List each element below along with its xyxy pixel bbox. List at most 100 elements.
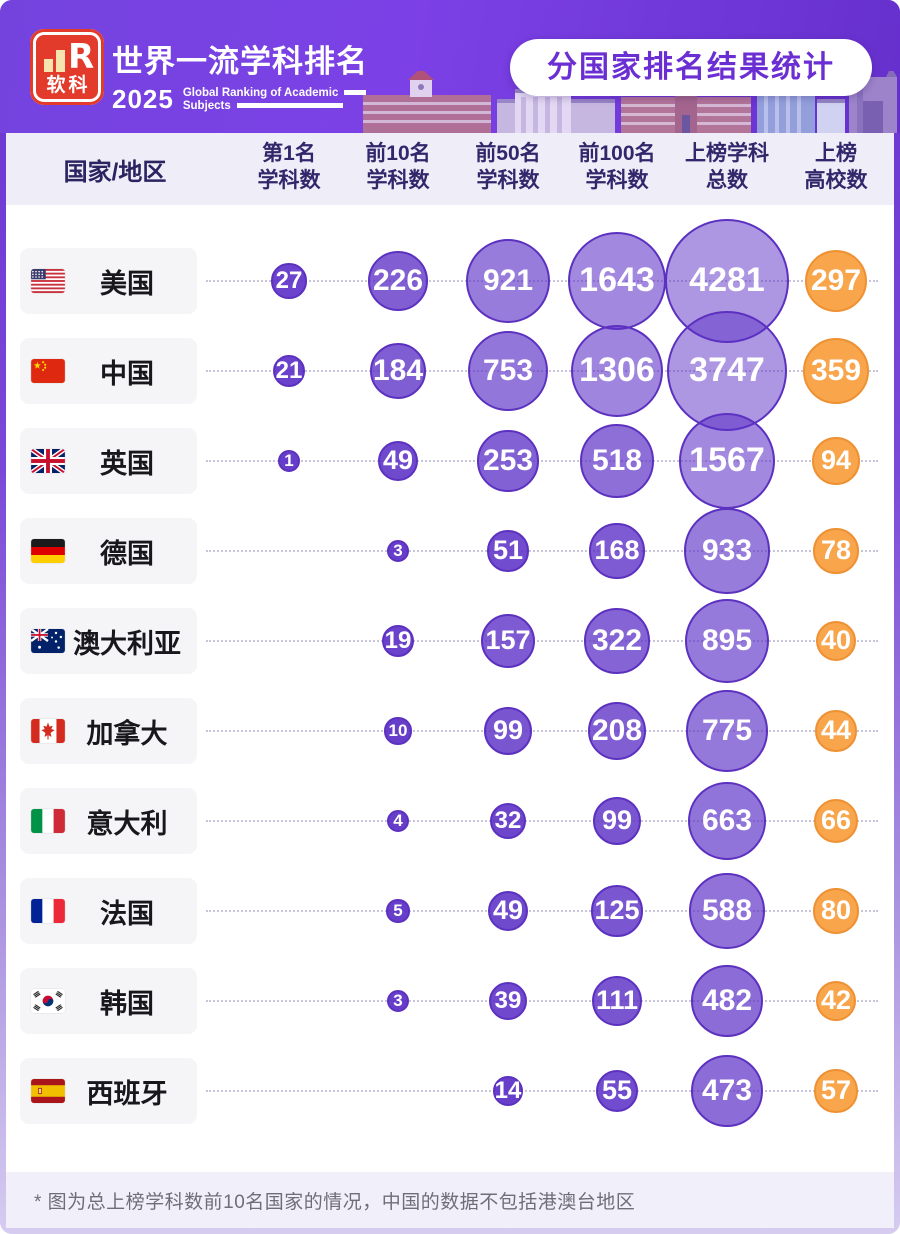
title-english: Global Ranking of Academic Subjects <box>183 87 367 113</box>
de-flag-icon <box>31 539 65 563</box>
country-name: 中国 <box>100 358 154 389</box>
page-header: R 软科 世界一流学科排名 2025 Global Ranking of Aca… <box>0 0 900 133</box>
column-header: 上榜学科 总数 <box>685 142 769 192</box>
us-flag-icon <box>31 269 65 293</box>
subjects-bubble: 111 <box>592 976 642 1026</box>
country-name: 西班牙 <box>86 1078 168 1109</box>
country-name: 美国 <box>100 268 154 299</box>
subjects-bubble: 49 <box>487 890 529 932</box>
country-name: 德国 <box>100 538 154 569</box>
subjects-bubble: 49 <box>377 440 419 482</box>
column-header: 前100名 学科数 <box>578 142 656 192</box>
ca-flag-icon <box>31 719 65 743</box>
subjects-bubble: 1567 <box>678 412 776 510</box>
column-header: 前10名 学科数 <box>365 142 431 192</box>
ranking-year: 2025 <box>112 84 174 114</box>
subjects-bubble: 1643 <box>567 231 666 330</box>
row-dotted-line <box>206 550 878 552</box>
footnote-band: * 图为总上榜学科数前10名国家的情况，中国的数据不包括港澳台地区 <box>6 1172 894 1228</box>
country-row-label: 澳大利亚 <box>20 608 197 674</box>
au-flag-icon <box>31 629 65 653</box>
subjects-bubble: 921 <box>465 238 551 324</box>
row-dotted-line <box>206 1000 878 1002</box>
subjects-bubble: 4281 <box>664 218 790 344</box>
country-row-label: 加拿大 <box>20 698 197 764</box>
row-dotted-line <box>206 460 878 462</box>
country-row-label: 德国 <box>20 518 197 584</box>
subjects-bubble: 168 <box>589 523 645 579</box>
cn-flag-icon <box>31 359 65 383</box>
country-row-label: 韩国 <box>20 968 197 1034</box>
universities-bubble: 78 <box>813 528 859 574</box>
subjects-bubble: 99 <box>483 706 533 756</box>
subjects-bubble: 4 <box>387 810 409 832</box>
row-dotted-line <box>206 730 878 732</box>
country-name: 加拿大 <box>86 718 168 749</box>
title-block: 世界一流学科排名 2025 Global Ranking of Academic… <box>112 36 368 115</box>
subjects-bubble: 14 <box>493 1076 523 1106</box>
subjects-bubble: 753 <box>467 330 549 412</box>
section-badge: 分国家排名结果统计 <box>510 39 872 96</box>
country-row-label: 法国 <box>20 878 197 944</box>
subjects-bubble: 208 <box>587 701 647 761</box>
subjects-bubble: 5 <box>386 899 410 923</box>
country-name: 韩国 <box>100 988 154 1019</box>
footnote: * 图为总上榜学科数前10名国家的情况，中国的数据不包括港澳台地区 <box>34 1191 636 1213</box>
subjects-bubble: 482 <box>690 964 764 1038</box>
subjects-bubble: 27 <box>271 263 307 299</box>
country-name: 澳大利亚 <box>73 628 181 659</box>
universities-bubble: 57 <box>814 1069 858 1113</box>
subjects-bubble: 933 <box>684 508 770 594</box>
universities-bubble: 359 <box>803 338 869 404</box>
subjects-bubble: 184 <box>369 342 427 400</box>
subjects-bubble: 157 <box>480 613 536 669</box>
row-dotted-line <box>206 1090 878 1092</box>
subjects-bubble: 1 <box>278 450 300 472</box>
country-name: 意大利 <box>86 808 168 839</box>
logo-barchart-icon: R <box>44 40 94 74</box>
shanghairanking-logo: R 软科 <box>30 29 104 105</box>
row-dotted-line <box>206 820 878 822</box>
universities-bubble: 297 <box>804 249 868 313</box>
page-title: 世界一流学科排名 <box>112 44 368 79</box>
country-row-label: 西班牙 <box>20 1058 197 1124</box>
universities-bubble: 94 <box>812 437 860 485</box>
country-row-label: 意大利 <box>20 788 197 854</box>
subjects-bubble: 51 <box>487 530 529 572</box>
gb-flag-icon <box>31 449 65 473</box>
fr-flag-icon <box>31 899 65 923</box>
universities-bubble: 66 <box>813 798 859 844</box>
subjects-bubble: 55 <box>596 1070 638 1112</box>
subjects-bubble: 3747 <box>666 310 788 432</box>
subjects-bubble: 895 <box>684 598 770 684</box>
subjects-bubble: 663 <box>687 781 767 861</box>
subjects-bubble: 99 <box>592 796 642 846</box>
table-header-band <box>6 133 894 205</box>
country-row-label: 中国 <box>20 338 197 404</box>
column-header: 第1名 学科数 <box>257 142 321 192</box>
country-name: 法国 <box>100 898 154 929</box>
subjects-bubble: 518 <box>580 424 654 498</box>
subjects-bubble: 3 <box>387 990 409 1012</box>
subjects-bubble: 21 <box>272 354 306 388</box>
country-row-label: 美国 <box>20 248 197 314</box>
universities-bubble: 40 <box>815 620 857 662</box>
subjects-bubble: 10 <box>384 717 412 745</box>
kr-flag-icon <box>31 989 65 1013</box>
subjects-bubble: 32 <box>489 802 527 840</box>
universities-bubble: 42 <box>815 980 857 1022</box>
decorative-bar <box>344 89 367 95</box>
subjects-bubble: 322 <box>584 608 650 674</box>
row-dotted-line <box>206 910 878 912</box>
subjects-bubble: 125 <box>591 885 643 937</box>
country-column-header: 国家/地区 <box>63 158 167 186</box>
row-dotted-line <box>206 640 878 642</box>
subjects-bubble: 253 <box>477 430 539 492</box>
subjects-bubble: 1306 <box>570 324 664 418</box>
subjects-bubble: 3 <box>387 540 409 562</box>
decorative-bar <box>236 102 343 108</box>
column-header: 上榜 高校数 <box>804 142 868 192</box>
universities-bubble: 44 <box>815 710 857 752</box>
logo-text: 软科 <box>46 75 91 96</box>
